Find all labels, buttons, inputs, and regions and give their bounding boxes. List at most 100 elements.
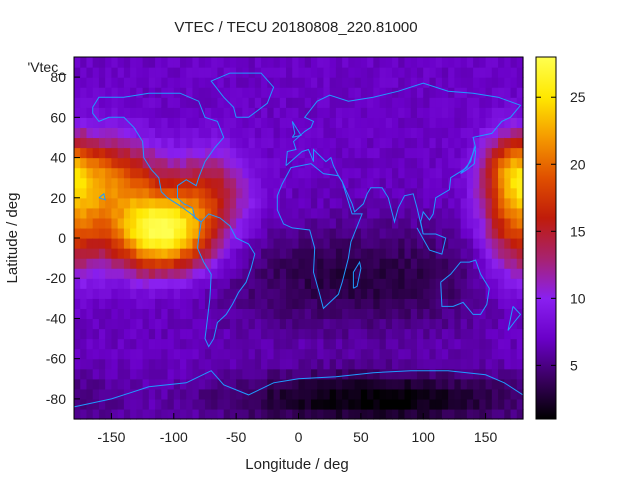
heatmap-cell <box>123 408 131 420</box>
heatmap-cell <box>286 187 293 199</box>
coastline <box>98 192 106 201</box>
heatmap-cell <box>155 137 162 149</box>
heatmap-cell <box>117 227 125 239</box>
heatmap-cell <box>360 137 368 149</box>
heatmap-cell <box>130 278 137 289</box>
heatmap-cell <box>317 197 325 209</box>
heatmap-cell <box>448 67 456 78</box>
heatmap-cell <box>423 217 431 229</box>
heatmap-cell <box>441 197 449 209</box>
colorbar-tick-label: 25 <box>570 89 586 105</box>
heatmap-cell <box>92 308 100 320</box>
heatmap-cell <box>460 167 468 179</box>
heatmap-cell <box>254 268 262 279</box>
heatmap-cell <box>192 77 200 88</box>
heatmap-cell <box>98 127 106 139</box>
heatmap-cell <box>498 238 505 249</box>
heatmap-cell <box>261 278 268 289</box>
heatmap-cell <box>504 57 512 68</box>
heatmap-cell <box>485 217 493 229</box>
heatmap-cell <box>398 117 406 128</box>
heatmap-cell <box>229 268 237 279</box>
heatmap-cell <box>510 268 518 279</box>
heatmap-cell <box>491 227 499 239</box>
heatmap-cell <box>348 288 356 299</box>
heatmap-cell <box>223 398 231 410</box>
heatmap-cell <box>98 248 106 259</box>
heatmap-cell <box>92 288 100 299</box>
heatmap-cell <box>86 107 94 118</box>
heatmap-cell <box>479 127 487 139</box>
heatmap-cell <box>404 408 412 420</box>
heatmap-cell <box>416 87 424 98</box>
heatmap-cell <box>385 177 393 189</box>
heatmap-cell <box>136 378 144 390</box>
heatmap-cell <box>454 87 462 98</box>
heatmap-cell <box>479 358 487 370</box>
heatmap-cell <box>279 368 287 380</box>
heatmap-cell <box>323 207 331 219</box>
heatmap-cell <box>148 67 156 78</box>
heatmap-cell <box>98 97 106 108</box>
heatmap-cell <box>173 177 181 189</box>
heatmap-cell <box>335 137 343 149</box>
heatmap-cell <box>298 288 306 299</box>
heatmap-cell <box>273 268 281 279</box>
heatmap-cell <box>317 408 325 420</box>
heatmap-cell <box>292 288 300 299</box>
heatmap-cell <box>416 398 424 410</box>
heatmap-cell <box>142 388 150 400</box>
heatmap-cell <box>117 177 125 189</box>
heatmap-cell <box>466 107 474 118</box>
heatmap-cell <box>454 388 462 400</box>
heatmap-cell <box>310 308 318 320</box>
heatmap-cell <box>460 177 468 189</box>
heatmap-cell <box>491 298 499 309</box>
heatmap-cell <box>466 268 474 279</box>
heatmap-cell <box>498 187 505 199</box>
heatmap-cell <box>466 77 474 88</box>
heatmap-cell <box>398 408 406 420</box>
heatmap-cell <box>404 147 412 159</box>
heatmap-cell <box>186 238 194 249</box>
heatmap-cell <box>460 147 468 159</box>
heatmap-cell <box>279 258 287 269</box>
heatmap-cell <box>423 268 431 279</box>
heatmap-cell <box>317 77 325 88</box>
heatmap-cell <box>167 388 175 400</box>
heatmap-cell <box>516 278 524 289</box>
heatmap-cell <box>335 288 343 299</box>
heatmap-cell <box>335 107 343 118</box>
heatmap-cell <box>466 298 474 309</box>
heatmap-cell <box>392 147 399 159</box>
heatmap-cell <box>504 368 512 380</box>
heatmap-cell <box>111 227 119 239</box>
heatmap-cell <box>304 127 312 139</box>
heatmap-cell <box>242 107 250 118</box>
heatmap-cell <box>398 268 406 279</box>
heatmap-cell <box>254 207 262 219</box>
heatmap-cell <box>348 318 356 330</box>
heatmap-cell <box>323 378 331 390</box>
heatmap-cell <box>211 127 219 139</box>
heatmap-cell <box>485 338 493 350</box>
heatmap-cell <box>298 57 306 68</box>
heatmap-cell <box>423 107 431 118</box>
heatmap-cell <box>441 328 449 340</box>
heatmap-cell <box>410 187 418 199</box>
heatmap-cell <box>217 177 225 189</box>
heatmap-cell <box>136 127 144 139</box>
heatmap-cell <box>304 298 312 309</box>
heatmap-cell <box>242 187 250 199</box>
heatmap-cell <box>454 197 462 209</box>
heatmap-cell <box>111 338 119 350</box>
heatmap-cell <box>273 408 281 420</box>
heatmap-cell <box>292 238 300 249</box>
heatmap-cell <box>136 258 144 269</box>
heatmap-cell <box>186 227 194 239</box>
heatmap-cell <box>192 238 200 249</box>
heatmap-cell <box>161 378 169 390</box>
heatmap-cell <box>223 318 231 330</box>
heatmap-cell <box>98 207 106 219</box>
heatmap-cell <box>161 177 169 189</box>
